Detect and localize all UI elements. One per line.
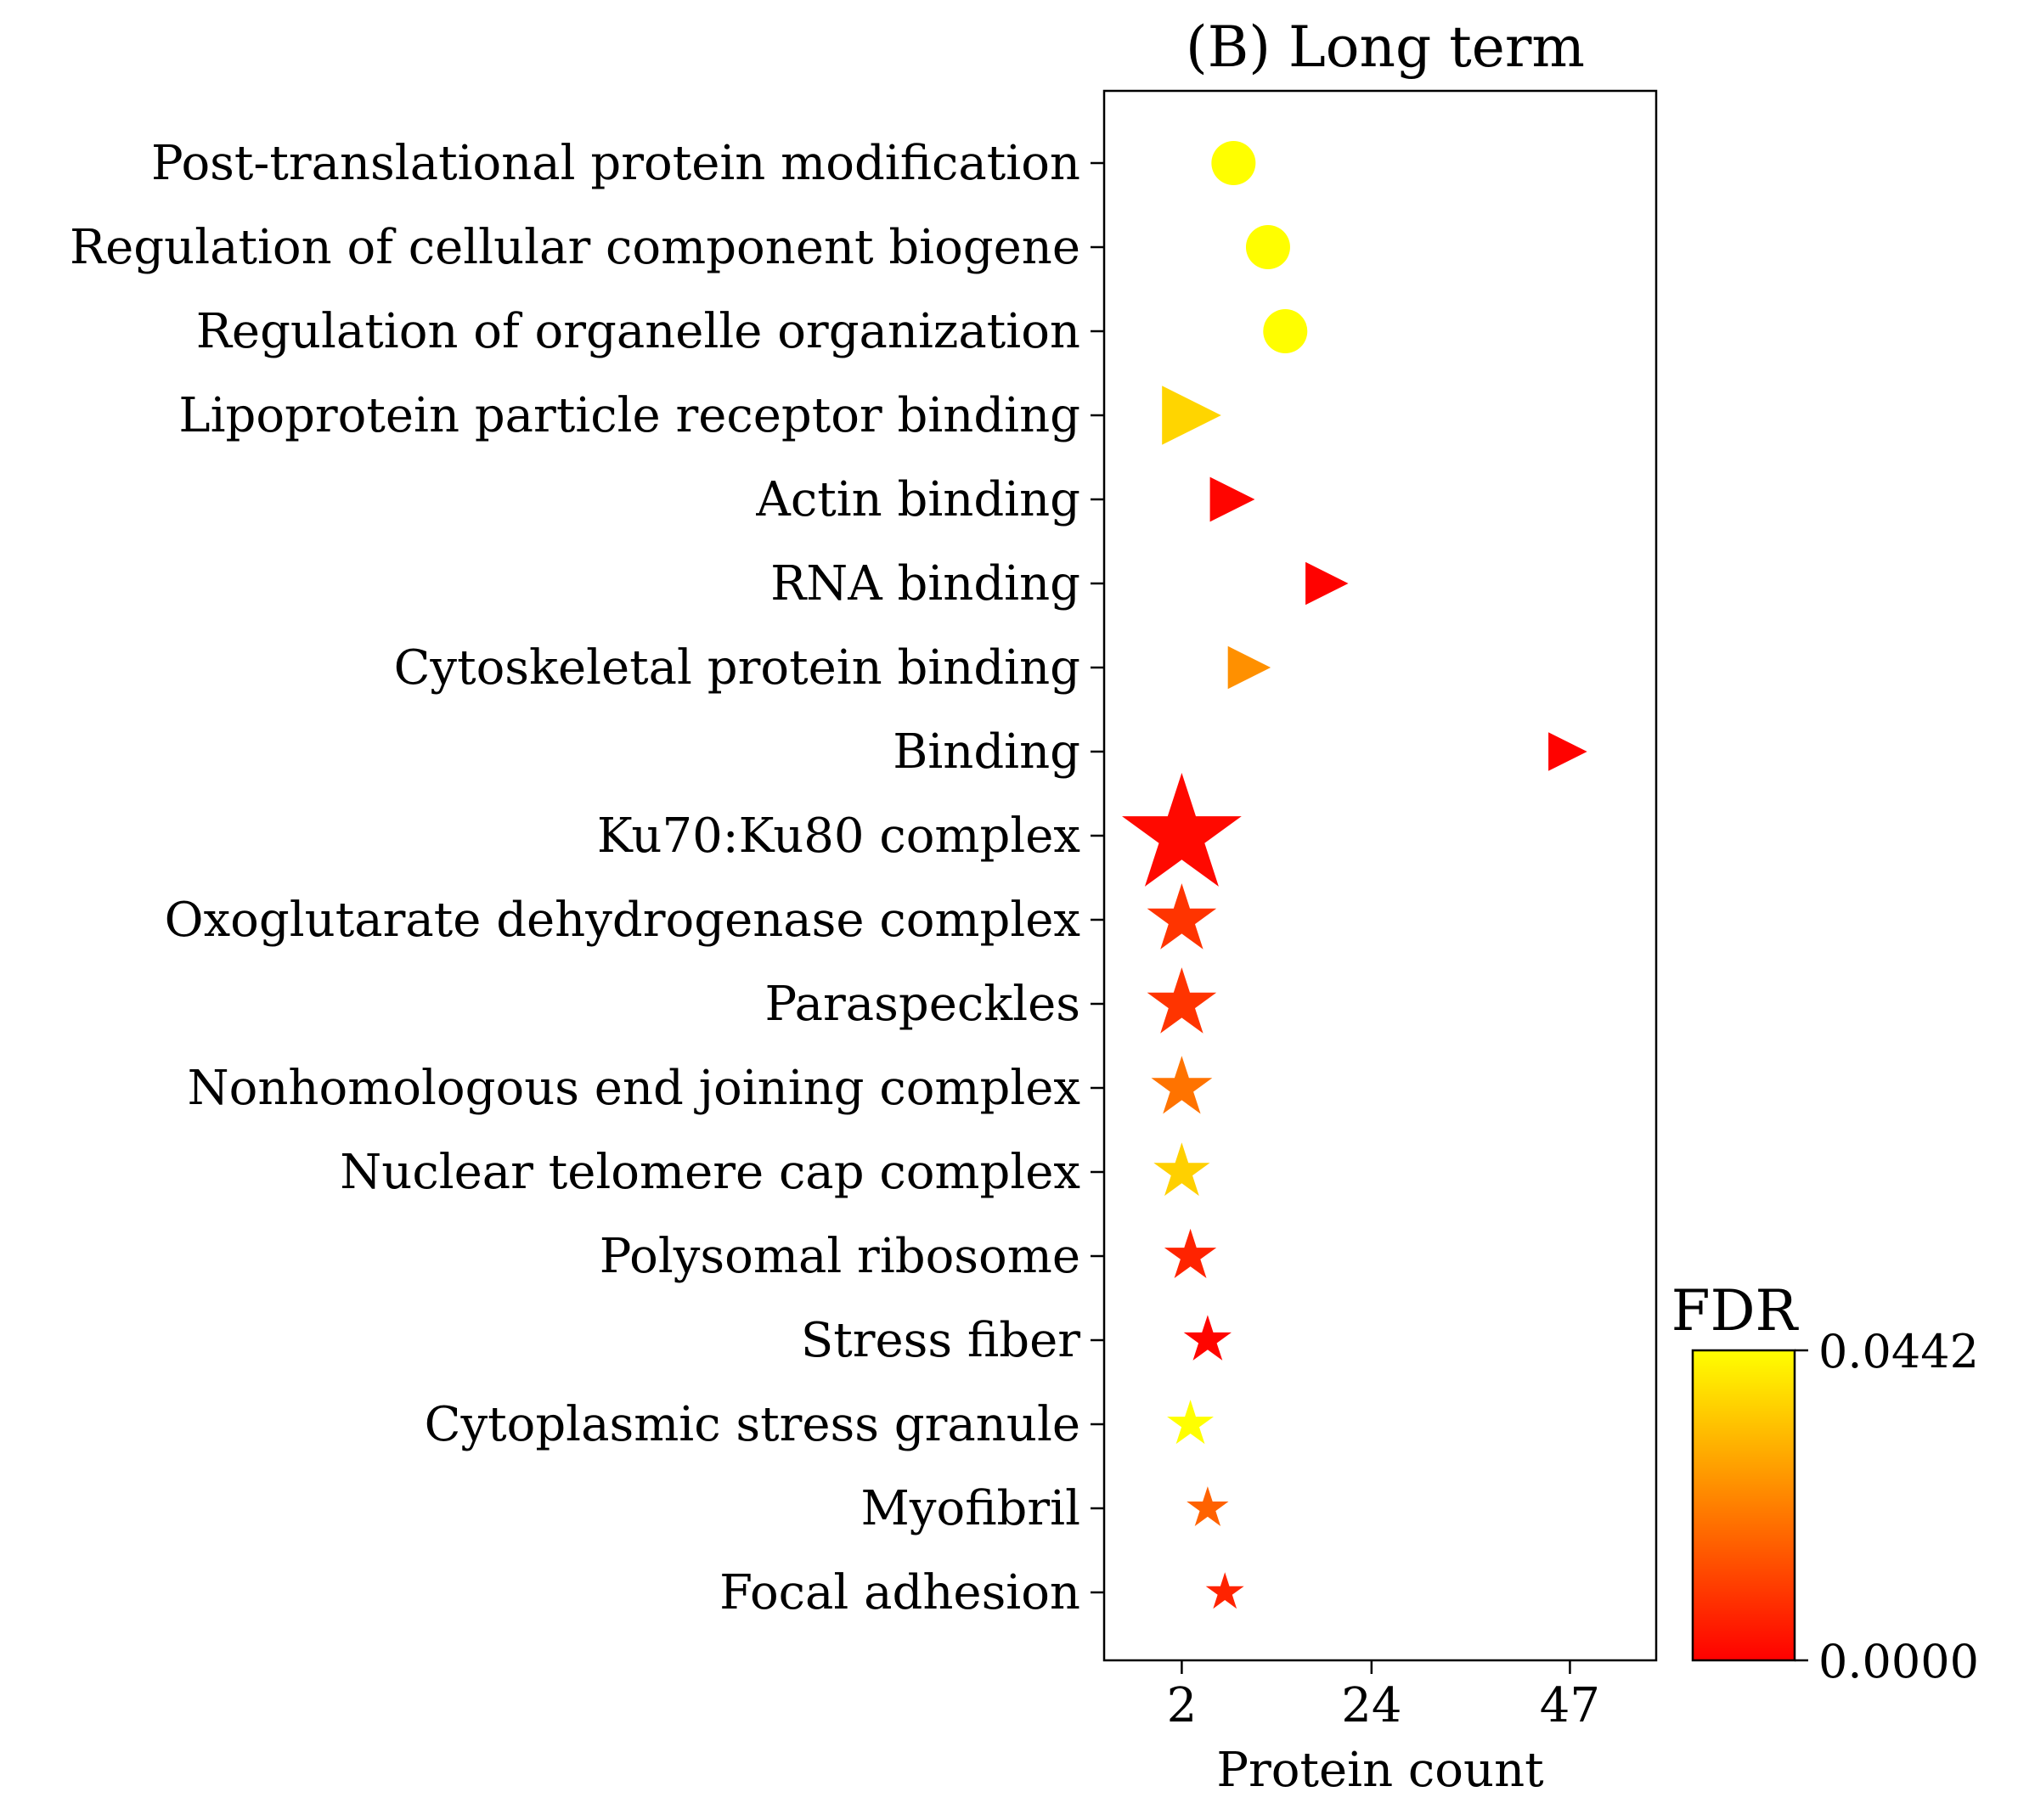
y-tick-label: Binding xyxy=(893,724,1080,780)
y-tick-label: Myofibril xyxy=(861,1481,1080,1536)
y-tick-label: Nonhomologous end joining complex xyxy=(188,1061,1080,1116)
marker-nonhomologous-end-joining-complex xyxy=(1151,1056,1213,1114)
x-tick-label: 24 xyxy=(1341,1678,1401,1733)
y-tick-label: Actin binding xyxy=(755,472,1080,527)
y-axis: Post-translational protein modification R… xyxy=(70,136,1104,1620)
chart-title: (B) Long term xyxy=(1186,14,1585,80)
colorbar-max-label: 0.0442 xyxy=(1818,1325,1979,1378)
plot-frame xyxy=(1102,89,1658,1662)
x-axis: 2 24 47 xyxy=(1167,1660,1600,1733)
y-tick-label: Post-translational protein modification xyxy=(151,136,1080,191)
marker-binding xyxy=(1548,732,1587,771)
markers xyxy=(1122,141,1587,1609)
colorbar-min-label: 0.0000 xyxy=(1818,1635,1979,1688)
y-tick-label: Regulation of cellular component biogene xyxy=(70,220,1080,275)
x-tick-label: 47 xyxy=(1540,1678,1600,1733)
marker-regulation-of-cellular-component-biogene xyxy=(1245,225,1290,269)
y-tick-label: Cytoskeletal protein binding xyxy=(394,640,1080,696)
marker-post-translational-protein-modification xyxy=(1211,141,1256,185)
colorbar-bar xyxy=(1691,1349,1796,1662)
y-tick-label: Nuclear telomere cap complex xyxy=(340,1145,1080,1200)
marker-lipoprotein-particle-receptor-binding xyxy=(1162,386,1221,445)
marker-ku70-ku80-complex xyxy=(1122,773,1242,887)
y-tick-label: Paraspeckles xyxy=(764,977,1080,1032)
marker-actin-binding xyxy=(1209,476,1255,522)
marker-regulation-of-organelle-organization xyxy=(1263,309,1308,353)
y-tick-label: Ku70:Ku80 complex xyxy=(597,809,1080,864)
y-tick-label: Oxoglutarate dehydrogenase complex xyxy=(165,893,1080,948)
y-tick-label: Stress fiber xyxy=(801,1313,1080,1368)
marker-nuclear-telomere-cap-complex xyxy=(1153,1142,1210,1197)
y-tick-label: RNA binding xyxy=(770,556,1080,611)
marker-polysomal-ribosome xyxy=(1164,1228,1217,1278)
y-tick-label: Lipoprotein particle receptor binding xyxy=(178,388,1080,443)
x-axis-label: Protein count xyxy=(1216,1743,1544,1798)
colorbar-title: FDR xyxy=(1671,1278,1800,1344)
marker-myofibril xyxy=(1187,1486,1229,1526)
y-tick-label: Focal adhesion xyxy=(719,1565,1080,1620)
y-tick-label: Cytoplasmic stress granule xyxy=(425,1397,1080,1452)
marker-stress-fiber xyxy=(1183,1315,1232,1361)
marker-paraspeckles xyxy=(1147,967,1217,1034)
marker-focal-adhesion xyxy=(1205,1572,1244,1609)
y-tick-label: Regulation of organelle organization xyxy=(196,304,1080,359)
marker-cytoskeletal-protein-binding xyxy=(1227,645,1271,690)
colorbar: FDR 0.0442 0.0000 xyxy=(1671,1278,1979,1688)
y-tick-label: Polysomal ribosome xyxy=(600,1229,1080,1284)
marker-rna-binding xyxy=(1305,561,1349,606)
marker-oxoglutarate-dehydrogenase-complex xyxy=(1147,883,1217,949)
marker-cytoplasmic-stress-granule xyxy=(1167,1400,1214,1445)
x-tick-label: 2 xyxy=(1167,1678,1198,1733)
